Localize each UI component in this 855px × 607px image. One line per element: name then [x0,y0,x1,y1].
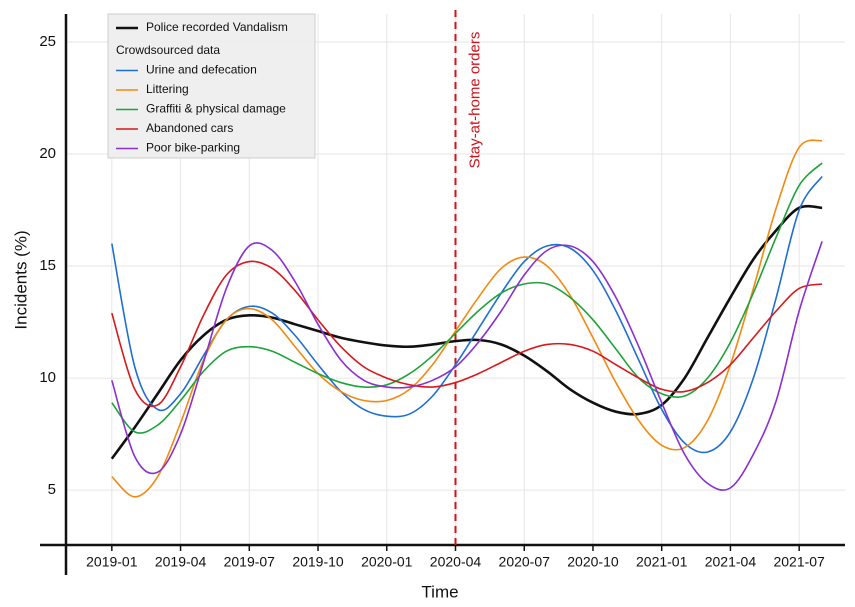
x-tick-label: 2021-04 [705,554,757,570]
series-line [110,204,823,460]
y-tick-label: 5 [48,481,56,498]
legend-label: Police recorded Vandalism [146,20,288,34]
x-tick-label: 2020-04 [430,554,482,570]
series-line [111,139,823,498]
x-tick-label: 2019-10 [292,554,344,570]
y-tick-label: 20 [39,145,56,162]
legend-label: Urine and defecation [146,63,257,77]
series-line [111,241,823,491]
legend-label: Poor bike-parking [146,141,240,155]
x-tick-label: 2020-10 [567,554,619,570]
x-axis-label: Time [421,582,458,601]
y-axis-label: Incidents (%) [11,230,30,329]
y-tick-label: 10 [39,369,56,386]
series-line [111,162,823,434]
legend-label: Littering [146,82,189,96]
x-tick-label: 2019-01 [86,554,138,570]
x-tick-label: 2019-07 [224,554,276,570]
y-tick-label: 15 [39,257,56,274]
x-tick-label: 2019-04 [155,554,207,570]
x-tick-label: 2020-07 [499,554,551,570]
series-line [111,260,823,408]
x-tick-label: 2021-07 [773,554,825,570]
x-tick-label: 2021-01 [636,554,688,570]
legend-label: Graffiti & physical damage [146,102,286,116]
y-tick-label: 25 [39,33,56,50]
legend-subtitle: Crowdsourced data [116,43,220,57]
legend-box [107,13,316,159]
x-tick-label: 2020-01 [361,554,413,570]
legend-label: Abandoned cars [146,121,233,135]
annotation-label: Stay-at-home orders [466,32,483,169]
